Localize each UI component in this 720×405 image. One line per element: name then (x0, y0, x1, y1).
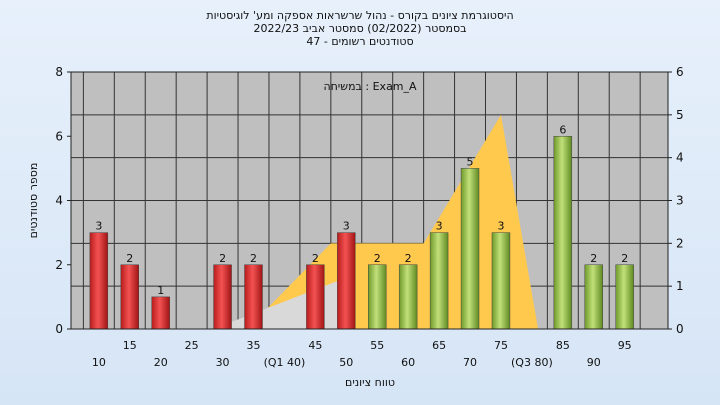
bar-value-label: 2 (250, 252, 257, 265)
bar (398, 264, 418, 330)
bar-value-label: 2 (126, 252, 133, 265)
y-tick-label: 2 (55, 258, 63, 272)
bar (368, 264, 387, 330)
y-axis-title: מספר סטודנטים (27, 163, 40, 239)
x-tick-label: 65 (432, 339, 446, 352)
y2-tick-label: 0 (676, 322, 684, 336)
bar-value-label: 3 (436, 220, 443, 233)
bar-value-label: 6 (559, 123, 566, 136)
y-tick-label: 0 (55, 322, 63, 336)
y-tick-label: 6 (55, 129, 63, 143)
bar-value-label: 3 (343, 220, 350, 233)
y2-tick-label: 4 (676, 151, 684, 165)
x-tick-label: (Q3 80) (511, 356, 553, 369)
x-tick-label: 50 (339, 356, 353, 369)
x-tick-label: 90 (587, 356, 601, 369)
bar-value-label: 2 (374, 252, 381, 265)
x-tick-label: 20 (154, 356, 168, 369)
bar (615, 264, 634, 330)
bar-value-label: 3 (497, 220, 504, 233)
chart-annotation: במשיחה : Exam_A (323, 80, 417, 93)
x-tick-label: 45 (308, 339, 322, 352)
bar-value-label: 2 (312, 252, 319, 265)
bar-value-label: 2 (621, 252, 628, 265)
x-tick-label: 30 (216, 356, 230, 369)
bar (244, 264, 263, 330)
y-tick-label: 4 (55, 194, 63, 208)
bar (306, 264, 325, 330)
bar-value-label: 2 (219, 252, 226, 265)
title-line-2: בסמסטר (02/2022) סמסטר אביב 2022/23 (253, 22, 467, 35)
title-line-3: סטודנטים רשומים - 47 (306, 35, 414, 48)
y2-tick-label: 2 (676, 236, 684, 250)
x-tick-label: 15 (123, 339, 137, 352)
bar (584, 264, 603, 330)
bar (491, 232, 511, 330)
y2-tick-label: 1 (676, 279, 684, 293)
x-tick-label: (Q1 40) (264, 356, 306, 369)
x-tick-label: 35 (247, 339, 261, 352)
x-tick-label: 85 (556, 339, 570, 352)
x-tick-label: 75 (494, 339, 508, 352)
chart-title: היסטוגרמת ציונים בקורס - נהול שרשראות אס… (0, 9, 720, 48)
x-tick-label: 55 (370, 339, 384, 352)
bar (151, 296, 170, 330)
y2-tick-label: 6 (676, 65, 684, 79)
x-tick-label: 60 (401, 356, 415, 369)
bar-value-label: 1 (157, 284, 164, 297)
bar-value-label: 2 (405, 252, 412, 265)
x-tick-label: 70 (463, 356, 477, 369)
x-tick-label: 10 (92, 356, 106, 369)
bar (553, 136, 573, 330)
bar-value-label: 5 (467, 155, 474, 168)
x-tick-label: 25 (185, 339, 199, 352)
y-tick-label: 8 (55, 65, 63, 79)
bar-value-label: 3 (95, 220, 102, 233)
y2-tick-label: 3 (676, 194, 684, 208)
x-axis-title: טווח ציונים (345, 376, 395, 389)
bar (120, 264, 139, 330)
bar (337, 232, 356, 330)
y2-tick-label: 5 (676, 108, 684, 122)
bar (89, 232, 109, 330)
x-tick-label: 95 (618, 339, 632, 352)
bar (213, 264, 232, 330)
bar (429, 232, 449, 330)
bar (460, 168, 480, 330)
bar-value-label: 2 (590, 252, 597, 265)
title-line-1: היסטוגרמת ציונים בקורס - נהול שרשראות אס… (206, 9, 514, 22)
